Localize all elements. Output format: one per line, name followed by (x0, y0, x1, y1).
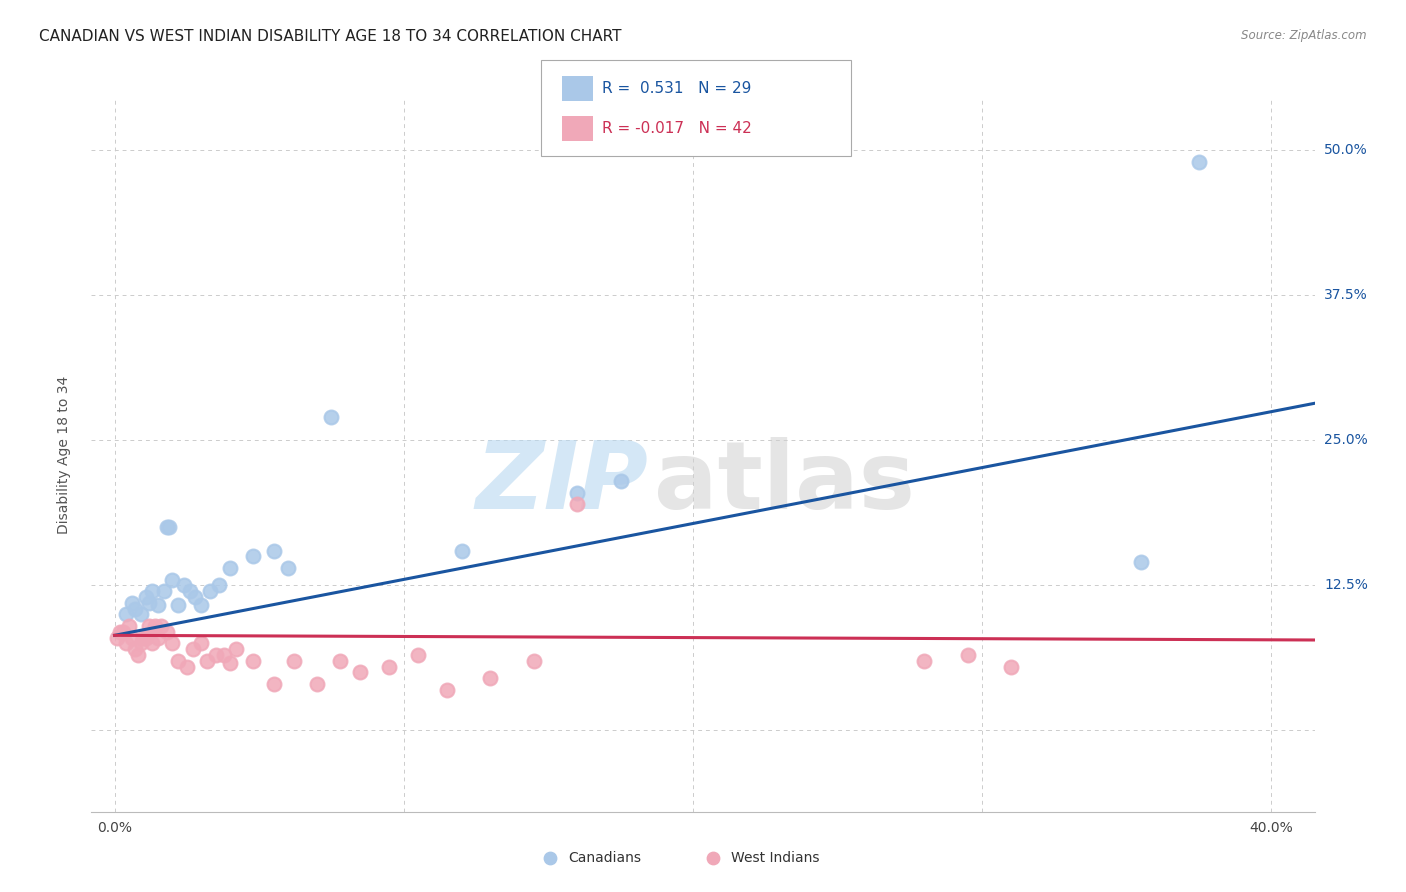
Point (204, 648, 226, 662)
Point (146, 598, 169, 612)
Point (152, 584, 174, 599)
Point (138, 619, 160, 633)
Point (110, 624, 132, 639)
Point (141, 584, 163, 599)
Text: Source: ZipAtlas.com: Source: ZipAtlas.com (1241, 29, 1367, 42)
Point (107, 631, 129, 645)
Point (167, 598, 190, 612)
Point (135, 631, 157, 645)
Point (149, 619, 172, 633)
Point (162, 573, 184, 587)
Text: 50.0%: 50.0% (1324, 144, 1368, 157)
Point (523, 654, 546, 668)
Text: 12.5%: 12.5% (1324, 578, 1368, 592)
Point (305, 677, 328, 691)
Point (283, 654, 305, 668)
Point (378, 659, 401, 673)
Point (321, 410, 343, 425)
Point (436, 682, 458, 697)
Point (567, 497, 589, 511)
Text: R =  0.531   N = 29: R = 0.531 N = 29 (602, 81, 751, 96)
Point (263, 677, 285, 691)
Point (132, 631, 155, 645)
Point (127, 648, 149, 662)
Point (214, 648, 236, 662)
Point (329, 654, 352, 668)
Point (129, 636, 152, 650)
Point (141, 636, 163, 650)
Point (195, 654, 218, 668)
Point (349, 665, 371, 680)
Point (121, 631, 143, 645)
Point (609, 474, 631, 488)
Text: West Indians: West Indians (731, 851, 820, 865)
Point (184, 590, 207, 604)
Point (138, 596, 160, 610)
Point (167, 654, 190, 668)
Point (450, 543, 472, 558)
Point (159, 520, 181, 534)
Point (1000, 659, 1022, 673)
Point (181, 642, 204, 657)
Point (198, 584, 221, 599)
Point (190, 598, 212, 612)
Point (1188, 155, 1211, 169)
Point (479, 671, 502, 685)
Text: Canadians: Canadians (568, 851, 641, 865)
Point (263, 543, 285, 558)
Y-axis label: Disability Age 18 to 34: Disability Age 18 to 34 (56, 376, 70, 534)
Point (956, 648, 979, 662)
Point (155, 520, 177, 534)
Point (155, 624, 177, 639)
Point (242, 654, 264, 668)
Point (912, 654, 935, 668)
Point (162, 636, 184, 650)
Point (176, 659, 198, 673)
Point (190, 636, 212, 650)
Point (179, 584, 201, 599)
Point (207, 578, 229, 592)
Point (1188, 798, 1211, 813)
Text: 37.5%: 37.5% (1324, 288, 1368, 302)
Point (277, 561, 299, 575)
Point (124, 601, 146, 615)
Point (115, 607, 138, 622)
Point (219, 656, 242, 670)
Point (118, 619, 141, 633)
Point (219, 561, 242, 575)
Text: ZIP: ZIP (475, 437, 648, 530)
Point (242, 549, 264, 564)
Point (173, 578, 195, 592)
Text: R = -0.017   N = 42: R = -0.017 N = 42 (602, 121, 752, 136)
Point (143, 619, 166, 633)
Point (129, 607, 152, 622)
Point (146, 631, 169, 645)
Point (135, 590, 157, 604)
Point (112, 624, 135, 639)
Point (121, 596, 143, 610)
Point (124, 642, 146, 657)
Text: 25.0%: 25.0% (1324, 434, 1368, 448)
Point (406, 648, 429, 662)
Point (1130, 555, 1153, 569)
Point (225, 642, 247, 657)
Text: atlas: atlas (654, 437, 915, 530)
Text: CANADIAN VS WEST INDIAN DISABILITY AGE 18 TO 34 CORRELATION CHART: CANADIAN VS WEST INDIAN DISABILITY AGE 1… (39, 29, 621, 44)
Point (567, 485, 589, 500)
Point (115, 636, 138, 650)
